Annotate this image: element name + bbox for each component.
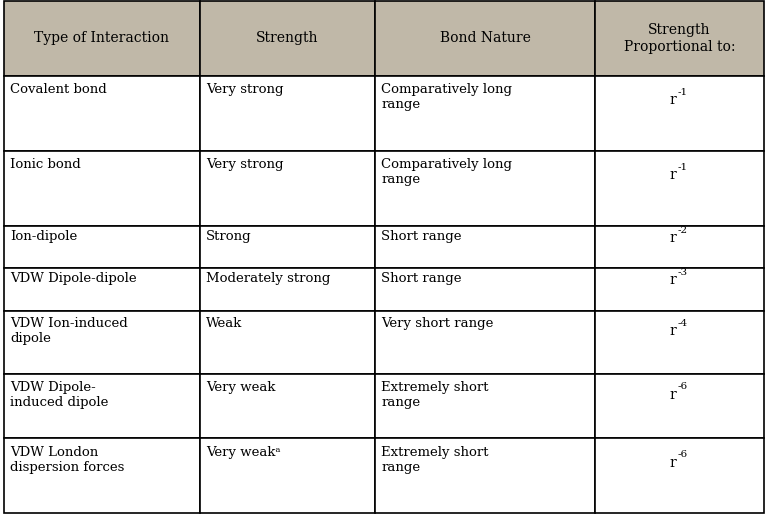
Text: Ion-dipole: Ion-dipole <box>10 230 78 243</box>
Bar <box>375 438 595 513</box>
Bar <box>200 438 375 513</box>
Bar <box>4 76 200 151</box>
Text: Weak: Weak <box>206 317 243 330</box>
Bar <box>375 151 595 226</box>
Text: Short range: Short range <box>381 272 462 285</box>
Bar <box>4 374 200 438</box>
Bar <box>595 374 764 438</box>
Text: Strong: Strong <box>206 230 252 243</box>
Text: -3: -3 <box>677 268 687 277</box>
Text: r: r <box>669 324 676 338</box>
Bar <box>595 268 764 310</box>
Text: VDW Dipole-
induced dipole: VDW Dipole- induced dipole <box>10 381 108 409</box>
Text: Very short range: Very short range <box>381 317 494 330</box>
Text: Very strong: Very strong <box>206 83 283 96</box>
Text: Comparatively long
range: Comparatively long range <box>381 158 512 186</box>
Bar <box>4 310 200 374</box>
Text: Comparatively long
range: Comparatively long range <box>381 83 512 112</box>
Text: Moderately strong: Moderately strong <box>206 272 330 285</box>
Bar <box>4 268 200 310</box>
Bar <box>4 226 200 268</box>
Bar <box>200 1 375 76</box>
Text: r: r <box>669 168 676 182</box>
Text: Extremely short
range: Extremely short range <box>381 446 488 473</box>
Bar <box>200 226 375 268</box>
Text: -6: -6 <box>677 382 687 391</box>
Bar <box>375 1 595 76</box>
Bar <box>595 226 764 268</box>
Text: VDW London
dispersion forces: VDW London dispersion forces <box>10 446 124 473</box>
Text: VDW Ion-induced
dipole: VDW Ion-induced dipole <box>10 317 127 345</box>
Bar <box>200 310 375 374</box>
Bar <box>200 76 375 151</box>
Text: Type of Interaction: Type of Interaction <box>35 31 170 45</box>
Bar <box>375 226 595 268</box>
Text: Very strong: Very strong <box>206 158 283 171</box>
Bar <box>200 374 375 438</box>
Text: Short range: Short range <box>381 230 462 243</box>
Text: Very weakᵃ: Very weakᵃ <box>206 446 280 458</box>
Text: -2: -2 <box>677 226 687 234</box>
Text: Covalent bond: Covalent bond <box>10 83 107 96</box>
Bar <box>375 374 595 438</box>
Bar <box>595 151 764 226</box>
Text: r: r <box>669 273 676 287</box>
Bar <box>595 1 764 76</box>
Text: -1: -1 <box>677 88 687 97</box>
Text: r: r <box>669 94 676 107</box>
Bar <box>375 268 595 310</box>
Text: Bond Nature: Bond Nature <box>439 31 531 45</box>
Text: Strength
Proportional to:: Strength Proportional to: <box>624 23 735 53</box>
Text: -4: -4 <box>677 319 687 327</box>
Text: Ionic bond: Ionic bond <box>10 158 81 171</box>
Text: Strength: Strength <box>257 31 319 45</box>
Text: VDW Dipole-dipole: VDW Dipole-dipole <box>10 272 137 285</box>
Text: -6: -6 <box>677 450 687 460</box>
Bar <box>595 76 764 151</box>
Bar <box>4 151 200 226</box>
Text: r: r <box>669 231 676 245</box>
Text: r: r <box>669 388 676 401</box>
Bar <box>200 268 375 310</box>
Text: Very weak: Very weak <box>206 381 276 394</box>
Bar <box>200 151 375 226</box>
Bar <box>375 310 595 374</box>
Bar <box>595 438 764 513</box>
Text: -1: -1 <box>677 163 687 172</box>
Text: r: r <box>669 455 676 470</box>
Bar <box>4 1 200 76</box>
Text: Extremely short
range: Extremely short range <box>381 381 488 409</box>
Bar <box>595 310 764 374</box>
Bar <box>4 438 200 513</box>
Bar <box>375 76 595 151</box>
